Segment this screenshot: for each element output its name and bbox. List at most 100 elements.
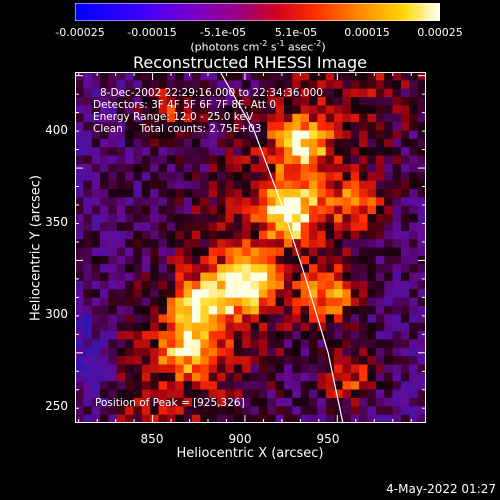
heatmap-cell [417,147,426,157]
heatmap-cell [258,314,268,324]
heatmap-cell [141,322,151,332]
heatmap-cell [166,406,176,416]
heatmap-cell [375,147,385,157]
heatmap-cell [384,180,394,190]
heatmap-cell [116,163,126,173]
heatmap-cell [409,80,419,90]
heatmap-cell [292,414,302,423]
heatmap-cell [233,105,243,115]
heatmap-cell [392,138,402,148]
heatmap-cell [225,272,235,282]
heatmap-cell [275,189,285,198]
heatmap-cell [217,381,226,391]
heatmap-cell [83,222,93,232]
heatmap-cell [108,414,118,423]
heatmap-cell [409,322,419,332]
annotation-clean-counts: Clean Total counts: 2.75E+03 [93,123,262,135]
heatmap-cell [317,222,327,232]
heatmap-cell [417,239,426,248]
heatmap-cell [133,130,143,140]
heatmap-cell [183,88,193,98]
heatmap-cell [108,72,118,81]
heatmap-cell [83,356,93,365]
heatmap-cell [100,122,109,131]
heatmap-cell [141,72,151,81]
heatmap-cell [392,239,402,248]
heatmap-cell [384,364,394,374]
heatmap-cell [116,280,126,290]
heatmap-cell [141,331,151,340]
heatmap-cell [384,80,394,90]
heatmap-cell [200,230,210,240]
heatmap-cell [158,389,168,399]
heatmap-cell [83,197,93,207]
heatmap-cell [150,414,160,423]
heatmap-cell [233,113,243,123]
heatmap-cell [208,189,218,198]
heatmap-cell [275,280,285,290]
heatmap-cell [108,163,118,173]
heatmap-cell [283,280,293,290]
heatmap-cell [183,372,193,382]
heatmap-cell [75,138,84,148]
heatmap-cell [116,88,126,98]
heatmap-cell [183,247,193,257]
heatmap-cell [258,130,268,140]
heatmap-cell [75,72,84,81]
heatmap-cell [91,247,101,257]
heatmap-cell [258,239,268,248]
heatmap-cell [233,414,243,423]
heatmap-cell [233,197,243,207]
heatmap-cell [208,372,218,382]
heatmap-cell [317,97,327,106]
heatmap-cell [175,414,185,423]
heatmap-cell [91,306,101,315]
heatmap-cell [100,289,109,299]
heatmap-cell [75,406,84,416]
heatmap-cell [100,88,109,98]
heatmap-cell [133,197,143,207]
heatmap-cell [350,105,360,115]
heatmap-cell [367,280,377,290]
heatmap-cell [292,163,302,173]
heatmap-cell [217,130,226,140]
heatmap-cell [400,239,410,248]
heatmap-cell [309,105,318,115]
heatmap-cell [325,372,335,382]
heatmap-cell [108,381,118,391]
heatmap-cell [417,289,426,299]
heatmap-cell [141,130,151,140]
heatmap-cell [158,122,168,131]
heatmap-cell [133,97,143,106]
heatmap-cell [200,172,210,182]
heatmap-cell [342,331,352,340]
heatmap-cell [208,180,218,190]
heatmap-cell [125,80,134,90]
heatmap-cell [133,381,143,391]
heatmap-cell [283,306,293,315]
heatmap-cell [166,230,176,240]
heatmap-cell [375,339,385,349]
heatmap-cell [242,264,251,274]
heatmap-cell [350,372,360,382]
heatmap-cell [225,72,235,81]
heatmap-cell [208,247,218,257]
heatmap-cell [375,372,385,382]
heatmap-cell [217,397,226,407]
heatmap-cell [283,80,293,90]
heatmap-cell [417,113,426,123]
heatmap-cell [342,306,352,315]
heatmap-cell [192,314,201,324]
heatmap-cell [317,172,327,182]
heatmap-cell [175,113,185,123]
heatmap-cell [283,397,293,407]
heatmap-cell [267,289,277,299]
heatmap-cell [150,180,160,190]
heatmap-cell [334,122,343,131]
heatmap-cell [325,147,335,157]
heatmap-cell [233,289,243,299]
heatmap-cell [242,306,251,315]
heatmap-cell [192,172,201,182]
heatmap-cell [350,381,360,391]
heatmap-cell [342,347,352,357]
